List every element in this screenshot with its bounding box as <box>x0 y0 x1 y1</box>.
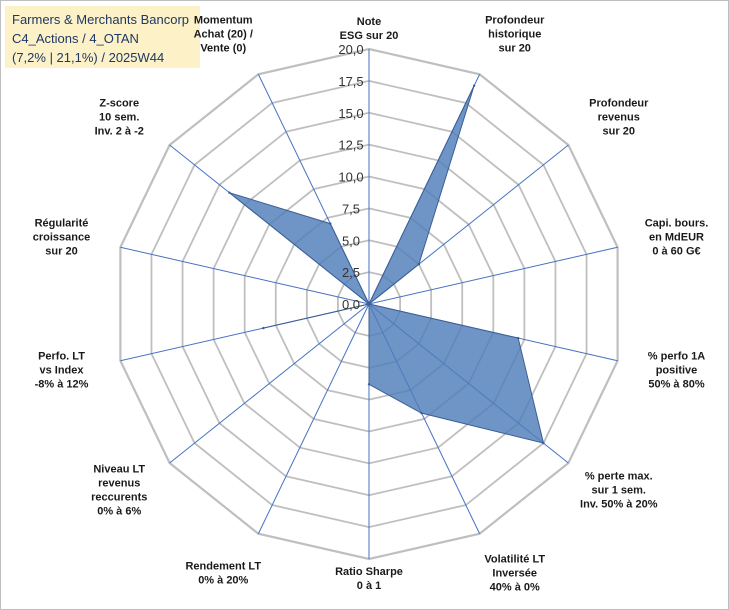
title-stats: (7,2% | 21,1%) / 2025W44 <box>12 50 165 65</box>
data-point <box>516 336 520 340</box>
data-point <box>417 263 421 266</box>
axis-label: Ratio Sharpe 0 à 1 <box>335 566 403 592</box>
axis-label: % perte max. sur 1 sem. Inv. 50% à 20% <box>580 470 658 510</box>
title-box: Farmers & Merchants Bancorp C4_Actions /… <box>5 6 200 68</box>
data-point <box>420 411 423 415</box>
data-point <box>367 383 371 386</box>
axis-label: Momentum Achat (20) / Vente (0) <box>194 15 253 55</box>
title-category: C4_Actions / 4_OTAN <box>12 31 139 46</box>
data-point <box>262 326 265 330</box>
axis-label: Niveau LT revenus reccurents 0% à 6% <box>91 463 147 517</box>
tick-label: 7,5 <box>342 201 360 216</box>
tick-label: 15,0 <box>338 106 363 121</box>
axis-spoke <box>120 246 370 305</box>
data-point <box>472 84 476 87</box>
axis-label: Volatilité LT Inversée 40% à 0% <box>484 553 545 593</box>
axis-spoke <box>368 246 618 305</box>
title-company: Farmers & Merchants Bancorp <box>12 12 190 27</box>
tick-label: 5,0 <box>342 233 360 248</box>
data-point <box>367 302 371 306</box>
axis-label: Z-score 10 sem. Inv. 2 à -2 <box>95 98 144 138</box>
data-point <box>329 222 332 225</box>
tick-label: 2,5 <box>342 265 360 280</box>
axis-spoke <box>169 303 370 464</box>
axis-label: Capi. bours. en MdEUR 0 à 60 G€ <box>645 217 709 257</box>
axis-spoke <box>257 303 370 534</box>
axis-label: Perfo. LT vs Index -8% à 12% <box>35 351 89 391</box>
tick-label: 17,5 <box>338 74 363 89</box>
axis-label: % perfo 1A positive 50% à 80% <box>648 351 706 391</box>
data-point <box>542 441 545 445</box>
axis-label: Profondeur historique sur 20 <box>485 15 545 55</box>
axis-label: Note ESG sur 20 <box>340 16 399 42</box>
axis-label: Régularité croissance sur 20 <box>33 217 90 257</box>
tick-label: 0,0 <box>342 297 360 312</box>
tick-label: 12,5 <box>338 138 363 153</box>
axis-label: Profondeur revenus sur 20 <box>589 98 649 138</box>
data-point <box>228 191 231 194</box>
tick-label: 10,0 <box>338 170 363 185</box>
tick-label: 20,0 <box>338 42 363 57</box>
data-series-area <box>229 85 545 444</box>
axis-label: Rendement LT 0% à 20% <box>185 560 261 586</box>
